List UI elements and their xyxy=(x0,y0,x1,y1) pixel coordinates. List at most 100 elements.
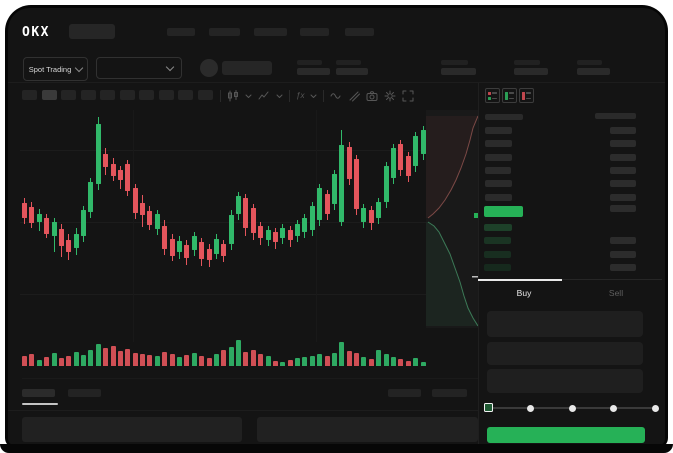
volume-bar xyxy=(162,352,168,366)
volume-bar xyxy=(354,353,360,366)
orderbook-bids-view-icon[interactable] xyxy=(502,88,517,103)
orders-tab[interactable] xyxy=(68,389,101,397)
ask-row-size[interactable] xyxy=(485,180,512,188)
market-type-selector[interactable]: Spot Trading xyxy=(23,57,88,81)
timeframe-button[interactable] xyxy=(80,90,96,100)
candle-body xyxy=(376,202,382,218)
bid-row-total[interactable] xyxy=(610,250,636,258)
gridline xyxy=(133,110,134,342)
pair-selector-dropdown[interactable] xyxy=(96,57,182,79)
ask-row-size[interactable] xyxy=(485,193,512,201)
candle-body xyxy=(147,211,153,225)
timeframe-button[interactable] xyxy=(100,90,115,100)
bid-row-total[interactable] xyxy=(610,237,636,245)
volume-bar xyxy=(22,356,27,366)
parallel-lines-tool-icon[interactable] xyxy=(348,90,361,102)
volume-bar xyxy=(265,356,271,366)
chevron-down-icon[interactable] xyxy=(245,94,252,99)
timeframe-button[interactable] xyxy=(197,90,213,100)
buy-submit-button[interactable] xyxy=(487,427,645,443)
camera-icon[interactable] xyxy=(366,90,378,102)
indicators-icon[interactable]: ƒx xyxy=(296,91,305,100)
volume-bar xyxy=(88,350,94,366)
candle-body xyxy=(331,174,337,204)
order-input-field[interactable] xyxy=(487,369,643,393)
candle-body xyxy=(398,144,404,170)
depth-bids-line xyxy=(427,221,479,327)
orderbook-asks-view-icon[interactable] xyxy=(519,88,534,103)
slider-handle[interactable] xyxy=(484,403,493,412)
timeframe-button[interactable] xyxy=(61,90,76,100)
slider-stop[interactable] xyxy=(568,404,576,412)
okx-logo[interactable]: OKX xyxy=(22,24,50,40)
depth-price-marker xyxy=(474,213,478,218)
gridline xyxy=(20,222,426,223)
slider-stop[interactable] xyxy=(651,404,659,412)
timeframe-button-active[interactable] xyxy=(41,90,57,100)
slider-stop[interactable] xyxy=(527,404,534,412)
candle-body xyxy=(420,130,426,154)
orderbook-combined-view-icon[interactable] xyxy=(485,88,500,103)
bid-row-size[interactable] xyxy=(484,224,512,231)
candles-icon[interactable] xyxy=(227,90,239,102)
timeframe-button[interactable] xyxy=(158,90,174,100)
amount-slider[interactable] xyxy=(484,402,659,414)
orders-action-placeholder[interactable] xyxy=(432,389,467,397)
bid-row-size[interactable] xyxy=(484,250,511,258)
slider-stop[interactable] xyxy=(610,404,617,412)
nav-item-placeholder[interactable] xyxy=(254,28,287,36)
orders-tab-active[interactable] xyxy=(22,389,55,397)
tab-sell[interactable]: Sell xyxy=(608,288,624,298)
timeframe-button[interactable] xyxy=(178,90,193,100)
ask-row-total[interactable] xyxy=(610,127,636,134)
candle-body xyxy=(117,170,123,180)
candle-body xyxy=(265,230,271,240)
orderbook-header-left xyxy=(485,114,523,120)
last-price-badge[interactable] xyxy=(484,206,523,217)
timeframe-button[interactable] xyxy=(139,90,154,100)
chevron-down-icon[interactable] xyxy=(310,94,317,99)
wave-tool-icon[interactable] xyxy=(330,90,342,102)
candle-body xyxy=(295,224,301,236)
ask-row-size[interactable] xyxy=(485,153,512,161)
bid-row-size[interactable] xyxy=(484,264,511,272)
candle-body xyxy=(317,188,323,220)
nav-item-placeholder[interactable] xyxy=(345,28,374,36)
candle-body xyxy=(66,240,72,252)
nav-item-placeholder[interactable] xyxy=(300,28,329,36)
orders-action-placeholder[interactable] xyxy=(388,389,421,397)
tab-buy[interactable]: Buy xyxy=(516,288,532,298)
ask-row-size[interactable] xyxy=(485,140,512,148)
volume-pane xyxy=(20,338,426,366)
ask-row-total[interactable] xyxy=(610,180,636,188)
chart-style-icon[interactable] xyxy=(258,90,270,102)
candle-body xyxy=(29,207,35,223)
bid-row-total[interactable] xyxy=(610,264,636,272)
chevron-down-icon[interactable] xyxy=(276,94,283,99)
volume-bar xyxy=(169,354,175,366)
fullscreen-icon[interactable] xyxy=(402,90,414,102)
ask-row-total[interactable] xyxy=(610,166,636,174)
candle-body xyxy=(81,210,87,236)
candle-body xyxy=(95,124,101,184)
bid-row-size[interactable] xyxy=(484,237,511,245)
volume-bar xyxy=(368,359,374,366)
nav-search-placeholder[interactable] xyxy=(69,24,115,39)
ask-row-size[interactable] xyxy=(485,166,511,174)
order-input-field[interactable] xyxy=(487,342,643,365)
timeframe-button[interactable] xyxy=(119,90,135,100)
volume-bar xyxy=(258,354,264,366)
nav-item-placeholder[interactable] xyxy=(209,28,240,36)
ask-row-total[interactable] xyxy=(610,140,636,148)
ask-row-total[interactable] xyxy=(610,193,636,201)
order-input-field[interactable] xyxy=(487,311,643,337)
settings-icon[interactable] xyxy=(384,90,396,102)
ask-row-total[interactable] xyxy=(610,153,636,161)
candle-body xyxy=(361,208,367,222)
volume-bar xyxy=(132,353,138,366)
volume-bar xyxy=(154,356,160,366)
volume-bar xyxy=(236,340,242,366)
nav-item-placeholder[interactable] xyxy=(167,28,195,36)
timeframe-button[interactable] xyxy=(22,90,37,100)
ask-row-size[interactable] xyxy=(485,127,512,134)
